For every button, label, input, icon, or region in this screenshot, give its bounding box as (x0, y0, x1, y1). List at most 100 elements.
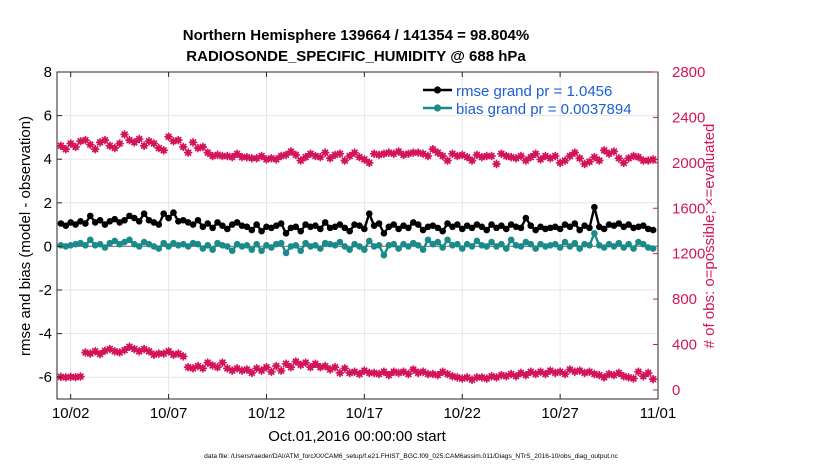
obs-possible-point (487, 151, 496, 161)
x-tick-label: 10/27 (541, 405, 579, 422)
rmse-point (439, 227, 446, 235)
obs-evaluated-point (541, 369, 550, 379)
obs-possible-point (174, 135, 183, 145)
obs-possible-point (159, 146, 168, 155)
bias-point (551, 240, 559, 248)
obs-possible-point (570, 148, 579, 157)
bias-point (258, 247, 265, 255)
rmse-point (62, 222, 70, 229)
y-right-tick-label: 2400 (672, 109, 705, 126)
bias-point (532, 245, 539, 252)
x-tick-label: 10/22 (443, 405, 481, 422)
rmse-point (233, 219, 241, 226)
bias-point (277, 239, 285, 247)
obs-possible-point (365, 158, 374, 168)
obs-evaluated-point (599, 373, 609, 382)
rmse-point (86, 212, 94, 220)
rmse-point (219, 222, 226, 229)
x-tick-label: 10/12 (248, 405, 286, 422)
obs-evaluated-point (90, 347, 100, 356)
obs-possible-point (404, 149, 413, 158)
rmse-point (454, 221, 461, 228)
rmse-point (414, 221, 422, 228)
obs-possible-point (130, 138, 139, 147)
obs-possible-point (115, 139, 124, 148)
obs-possible-point (330, 150, 340, 160)
rmse-point (380, 230, 388, 237)
bias-point (615, 239, 623, 247)
data-file-footer: data file: /Users/raeder/DAI/ATM_forcXX/… (204, 453, 618, 460)
rmse-point (434, 224, 442, 232)
obs-evaluated-point (144, 347, 154, 356)
bias-point (454, 240, 461, 248)
obs-possible-point (90, 145, 100, 154)
obs-possible-point (585, 157, 594, 166)
rmse-point (121, 216, 128, 224)
obs-evaluated-point (257, 366, 266, 375)
obs-possible-point (228, 152, 237, 162)
y-right-tick-label: 800 (672, 291, 697, 308)
obs-evaluated-point (619, 372, 628, 381)
rmse-point (321, 219, 329, 226)
bias-point (268, 244, 275, 251)
obs-possible-point (203, 148, 212, 157)
obs-possible-point (110, 143, 119, 153)
bias-point (566, 243, 574, 250)
y-right-tick-label: 2800 (672, 64, 705, 81)
obs-evaluated-point (218, 358, 227, 367)
bias-point (302, 239, 309, 247)
obs-possible-point (492, 159, 501, 169)
bias-point (600, 244, 608, 251)
bias-point (405, 243, 412, 250)
y-left-tick-label: 8 (44, 64, 52, 81)
obs-evaluated-point (330, 363, 340, 372)
rmse-point (111, 215, 119, 223)
bias-point (439, 244, 446, 251)
obs-evaluated-point (164, 347, 173, 356)
y-right-tick-label: 0 (672, 382, 680, 399)
x-tick-label: 10/07 (150, 405, 188, 422)
rmse-point (297, 227, 305, 235)
bias-point (375, 242, 383, 249)
bias-point (194, 240, 202, 248)
rmse-point (395, 225, 402, 233)
obs-possible-point (198, 142, 208, 152)
rmse-point (160, 210, 167, 217)
rmse-point (478, 223, 486, 231)
bias-point (365, 237, 373, 245)
bias-series (57, 230, 657, 259)
rmse-point (571, 220, 579, 227)
obs-evaluated-point (624, 373, 633, 382)
bias-point (468, 243, 476, 250)
y-left-tick-label: -4 (39, 326, 52, 343)
bias-point (199, 245, 207, 252)
y-right-tick-label: 2000 (672, 155, 705, 172)
obs-evaluated-point (629, 374, 638, 383)
rmse-point (346, 227, 353, 235)
obs-evaluated-point (242, 365, 252, 374)
obs-possible-point (335, 149, 345, 158)
obs-possible-point (296, 156, 305, 165)
bias-point (390, 240, 398, 248)
bias-point (341, 243, 349, 250)
obs-evaluated-point (511, 372, 521, 381)
obs-evaluated-point (546, 366, 555, 375)
rmse-point (135, 218, 143, 225)
rmse-point (615, 220, 623, 227)
x-tick-label: 10/02 (52, 405, 90, 422)
bias-point (86, 236, 94, 244)
chart-title-line2: RADIOSONDE_SPECIFIC_HUMIDITY @ 688 hPa (186, 48, 526, 65)
rmse-point (591, 203, 598, 211)
rmse-point (556, 225, 564, 233)
rmse-point (649, 226, 657, 234)
obs-possible-point (629, 151, 638, 161)
rmse-point (522, 214, 530, 222)
rmse-point (253, 221, 260, 228)
obs-evaluated-point (316, 363, 325, 372)
rmse-point (390, 221, 398, 228)
bias-point (331, 242, 339, 249)
bias-point (243, 242, 251, 249)
obs-possible-point (560, 156, 570, 165)
obs-evaluated-point (125, 342, 134, 351)
rmse-point (640, 222, 647, 229)
